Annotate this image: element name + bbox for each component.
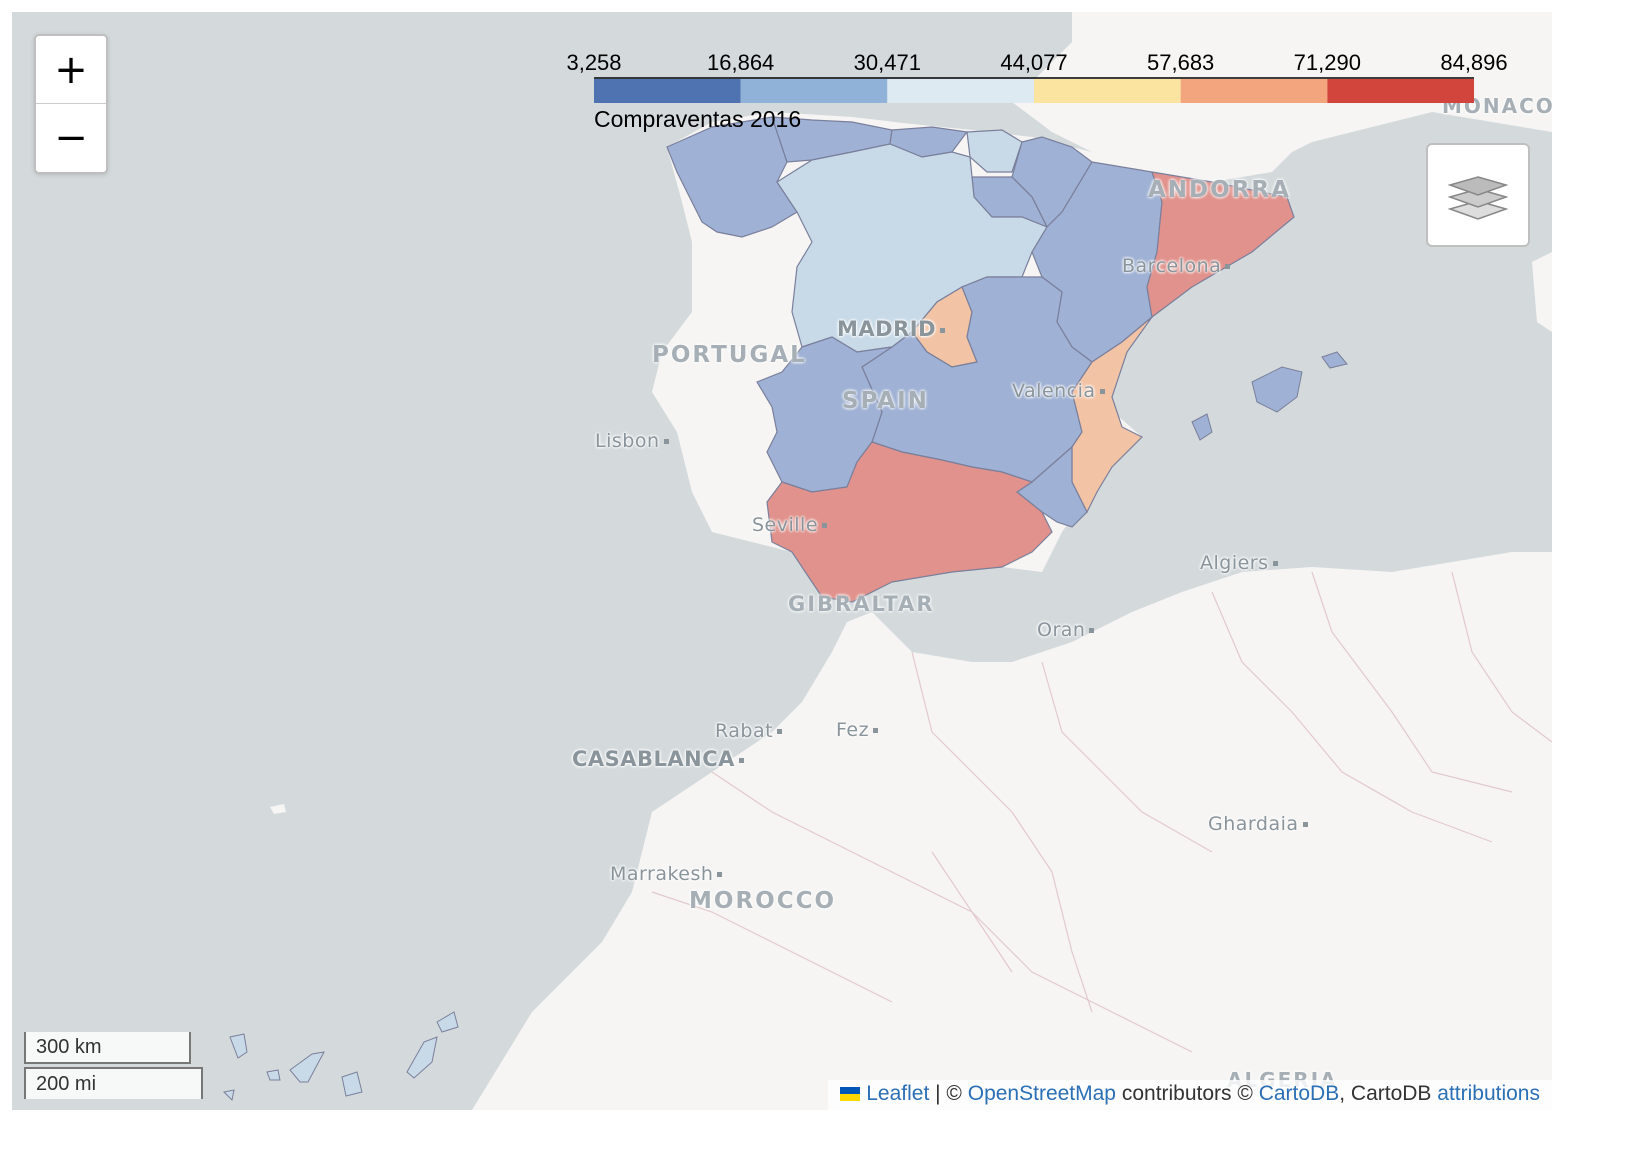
- canary-2: [266, 1069, 281, 1081]
- label-portugal: PORTUGAL: [652, 342, 807, 368]
- label-fez: Fez: [836, 719, 879, 741]
- osm-link[interactable]: OpenStreetMap: [967, 1082, 1116, 1105]
- corsica-land: [1532, 252, 1552, 332]
- canary-1: [229, 1033, 248, 1059]
- basemap: [222, 12, 1552, 1110]
- label-barcelona: Barcelona: [1122, 255, 1231, 277]
- mallorca: [1251, 366, 1303, 413]
- region-andalusia: [766, 441, 1053, 603]
- zoom-control: + −: [34, 34, 108, 174]
- admin-borders: [651, 571, 1552, 1053]
- region-catalonia: [1146, 171, 1295, 319]
- layers-control-button[interactable]: [1426, 143, 1530, 247]
- label-seville: Seville: [752, 514, 828, 536]
- color-legend: 3,258 16,864 30,471 44,077 57,683 71,290 84,89…: [566, 38, 1552, 138]
- attribution-sep2: , CartoDB: [1339, 1082, 1438, 1105]
- legend-caption: Compraventas 2016: [594, 106, 802, 132]
- label-spain: SPAIN: [842, 388, 929, 414]
- zoom-out-button[interactable]: −: [36, 103, 106, 171]
- label-gibraltar: GIBRALTAR: [788, 592, 935, 616]
- label-rabat: Rabat: [715, 720, 783, 742]
- legend-tick-label: 84,896: [1440, 50, 1508, 75]
- ukraine-flag-icon: [840, 1087, 861, 1102]
- canary-6: [436, 1011, 459, 1033]
- label-algiers: Algiers: [1200, 552, 1278, 574]
- leaflet-link[interactable]: Leaflet: [866, 1082, 930, 1105]
- label-valencia: Valencia: [1012, 380, 1105, 402]
- layers-icon: [1448, 176, 1508, 220]
- ibiza: [1191, 413, 1213, 441]
- legend-swatch: [1180, 79, 1328, 103]
- legend-swatch: [594, 79, 741, 103]
- attributions-link[interactable]: attributions: [1437, 1082, 1540, 1105]
- label-madrid: MADRID: [837, 317, 945, 341]
- legend-swatch: [887, 79, 1034, 103]
- africa-land: [472, 552, 1552, 1110]
- region-valencia: [1071, 316, 1153, 514]
- legend-swatch: [1327, 79, 1474, 103]
- canary-7: [222, 1089, 235, 1102]
- label-andorra: ANDORRA: [1148, 177, 1291, 203]
- scale-bar: 300 km 200 mi: [24, 1032, 203, 1099]
- legend-tick-label: 30,471: [853, 50, 921, 75]
- label-morocco: MOROCCO: [689, 888, 837, 914]
- canary-4: [341, 1071, 363, 1097]
- canary-3: [289, 1051, 325, 1083]
- legend-tick-label: 71,290: [1293, 50, 1361, 75]
- legend-tick-label: 16,864: [707, 50, 775, 75]
- madeira: [270, 804, 286, 814]
- legend-swatch: [1034, 79, 1181, 103]
- canary-5: [406, 1036, 438, 1079]
- attribution: Leaflet | © OpenStreetMap contributors ©…: [828, 1080, 1552, 1110]
- map-container[interactable]: ANDORRA MONACO PORTUGAL SPAIN GIBRALTAR …: [12, 12, 1552, 1110]
- zoom-in-button[interactable]: +: [54, 46, 88, 93]
- cartodb-link[interactable]: CartoDB: [1258, 1082, 1340, 1105]
- menorca: [1321, 351, 1348, 369]
- scale-km: 300 km: [24, 1032, 191, 1064]
- legend-colorbar: [594, 77, 1474, 103]
- label-marrakesh: Marrakesh: [610, 863, 723, 885]
- legend-swatch: [740, 79, 888, 103]
- label-oran: Oran: [1037, 619, 1095, 641]
- attribution-contributors: contributors ©: [1116, 1082, 1259, 1105]
- legend-tick-label: 44,077: [1000, 50, 1068, 75]
- label-lisbon: Lisbon: [595, 430, 669, 452]
- legend-tick-label: 3,258: [566, 50, 622, 75]
- legend-tick-label: 57,683: [1147, 50, 1215, 75]
- label-ghardaia: Ghardaia: [1208, 813, 1308, 835]
- label-casablanca: CASABLANCA: [572, 747, 744, 771]
- attribution-sep1: | ©: [929, 1082, 968, 1105]
- scale-mi: 200 mi: [24, 1067, 203, 1099]
